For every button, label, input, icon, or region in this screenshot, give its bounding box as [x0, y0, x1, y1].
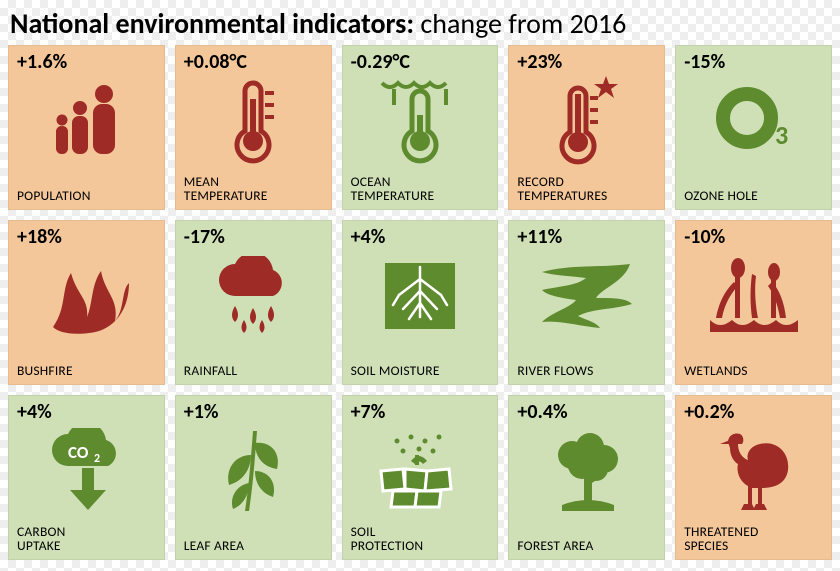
indicator-value: -0.29°C — [351, 50, 410, 74]
indicator-value: +23% — [517, 50, 562, 74]
indicator-label: WETLANDS — [684, 350, 823, 378]
indicator-tile: -0.29°C OCEAN TEMPERATURE — [342, 45, 499, 210]
indicator-tile: +23% RECORD TEMPERATURES — [508, 45, 665, 210]
indicator-tile: +1.6% POPULATION — [8, 45, 165, 210]
indicator-label: RAINFALL — [184, 350, 323, 378]
indicator-label: OZONE HOLE — [684, 175, 823, 203]
svg-text:3: 3 — [775, 119, 788, 151]
ozone-icon: 3 — [684, 70, 823, 171]
indicator-value: +7% — [351, 400, 386, 424]
fire-icon — [17, 245, 156, 346]
indicator-label: MEAN TEMPERATURE — [184, 175, 323, 203]
indicator-tile: +0.2% THREATENED SPECIES — [675, 395, 832, 560]
indicator-value: +1% — [184, 400, 219, 424]
indicator-label: RECORD TEMPERATURES — [517, 175, 656, 203]
indicator-value: -10% — [684, 225, 725, 249]
people-icon — [17, 70, 156, 171]
indicator-tile: -10% WETLANDS — [675, 220, 832, 385]
indicator-label: SOIL MOISTURE — [351, 350, 490, 378]
indicator-tile: +7% SOIL PROTECTION — [342, 395, 499, 560]
indicator-label: SOIL PROTECTION — [351, 525, 490, 553]
indicator-value: -17% — [184, 225, 225, 249]
indicator-value: +1.6% — [17, 50, 67, 74]
river-icon — [517, 245, 656, 346]
indicator-label: OCEAN TEMPERATURE — [351, 175, 490, 203]
indicator-tile: +4% CO 2 CARBON UPTAKE — [8, 395, 165, 560]
indicator-tile: +0.08°C MEAN TEMPERATURE — [175, 45, 332, 210]
title-bold: National environmental indicators: — [10, 6, 414, 41]
svg-text:CO: CO — [68, 442, 89, 463]
indicator-label: BUSHFIRE — [17, 350, 156, 378]
indicator-label: FOREST AREA — [517, 525, 656, 553]
svg-text:2: 2 — [94, 452, 100, 466]
indicator-tile: +4% SOIL MOISTURE — [342, 220, 499, 385]
indicator-value: +0.08°C — [184, 50, 247, 74]
thermo-star-icon — [517, 70, 656, 171]
indicator-tile: +18% BUSHFIRE — [8, 220, 165, 385]
indicator-label: THREATENED SPECIES — [684, 525, 823, 553]
rain-icon — [184, 245, 323, 346]
title-rest: change from 2016 — [414, 6, 626, 41]
page-title: National environmental indicators: chang… — [0, 0, 840, 45]
indicator-label: CARBON UPTAKE — [17, 525, 156, 553]
indicator-value: +18% — [17, 225, 62, 249]
indicator-tile: +11% RIVER FLOWS — [508, 220, 665, 385]
indicator-tile: +0.4% FOREST AREA — [508, 395, 665, 560]
indicator-grid: +1.6% POPULATION+0.08°C MEAN TEMPERATURE… — [0, 45, 840, 568]
indicator-tile: +1% LEAF AREA — [175, 395, 332, 560]
indicator-label: POPULATION — [17, 175, 156, 203]
soil-icon — [351, 420, 490, 521]
thermo-icon — [184, 70, 323, 171]
co2-icon: CO 2 — [17, 420, 156, 521]
roots-icon — [351, 245, 490, 346]
indicator-tile: -15% 3 OZONE HOLE — [675, 45, 832, 210]
emu-icon — [684, 420, 823, 521]
tree-icon — [517, 420, 656, 521]
wetlands-icon — [684, 245, 823, 346]
indicator-label: RIVER FLOWS — [517, 350, 656, 378]
indicator-label: LEAF AREA — [184, 525, 323, 553]
indicator-tile: -17% RAINFALL — [175, 220, 332, 385]
indicator-value: +4% — [351, 225, 386, 249]
indicator-value: +4% — [17, 400, 52, 424]
indicator-value: +0.4% — [517, 400, 567, 424]
thermo-sea-icon — [351, 70, 490, 171]
leaves-icon — [184, 420, 323, 521]
indicator-value: -15% — [684, 50, 725, 74]
indicator-value: +0.2% — [684, 400, 734, 424]
indicator-value: +11% — [517, 225, 562, 249]
